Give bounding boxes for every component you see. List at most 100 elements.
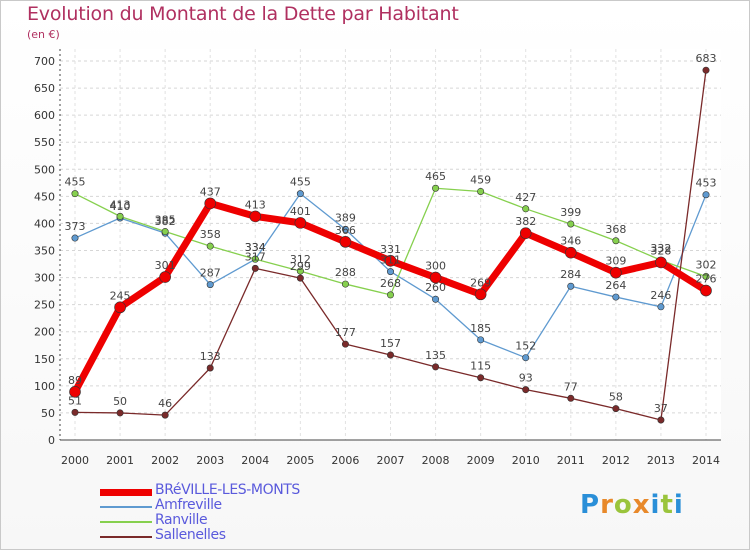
- data-label: 301: [155, 259, 176, 272]
- data-label: 246: [650, 289, 671, 302]
- data-point: [477, 187, 485, 195]
- data-label: 331: [380, 243, 401, 256]
- data-label: 346: [560, 235, 581, 248]
- data-point: [71, 408, 79, 416]
- logo-letter: P: [580, 490, 601, 520]
- legend-item: Sallenelles: [100, 527, 300, 544]
- y-tick-label: 50: [41, 407, 55, 420]
- data-point: [657, 303, 665, 311]
- legend-label: Sallenelles: [155, 527, 226, 543]
- data-label: 385: [155, 214, 176, 227]
- data-label: 287: [200, 267, 221, 280]
- x-tick-label: 2003: [196, 454, 224, 467]
- data-point: [477, 336, 485, 344]
- y-tick-label: 300: [34, 272, 55, 285]
- data-label: 373: [65, 220, 86, 233]
- y-tick-label: 450: [34, 190, 55, 203]
- data-point: [341, 280, 349, 288]
- legend-swatch: [100, 521, 152, 523]
- data-label: 328: [650, 244, 671, 257]
- data-point: [116, 212, 124, 220]
- data-label: 269: [470, 276, 491, 289]
- data-label: 133: [200, 350, 221, 363]
- logo-letter: o: [613, 490, 633, 520]
- legend-item: Amfreville: [100, 497, 300, 514]
- data-point: [114, 301, 126, 314]
- data-label: 264: [605, 279, 626, 292]
- data-point: [341, 340, 349, 348]
- data-label: 268: [380, 277, 401, 290]
- data-label: 389: [335, 211, 356, 224]
- data-label: 312: [290, 253, 311, 266]
- data-label: 77: [564, 380, 578, 393]
- data-label: 177: [335, 326, 356, 339]
- chart-plot: 0501001502002503003504004505005506006507…: [34, 49, 721, 467]
- x-tick-label: 2011: [557, 454, 585, 467]
- data-point: [251, 264, 259, 272]
- x-tick-label: 2010: [512, 454, 540, 467]
- data-point: [612, 405, 620, 413]
- data-label: 382: [155, 215, 176, 228]
- data-label: 46: [158, 397, 172, 410]
- legend-item: Ranville: [100, 512, 300, 529]
- data-label: 455: [290, 176, 311, 189]
- legend-label: Ranville: [155, 512, 208, 528]
- x-tick-label: 2012: [602, 454, 630, 467]
- data-label: 401: [290, 205, 311, 218]
- data-label: 683: [696, 52, 717, 65]
- y-tick-label: 200: [34, 326, 55, 339]
- logo-letter: x: [632, 490, 651, 520]
- data-label: 334: [245, 241, 266, 254]
- x-tick-label: 2005: [286, 454, 314, 467]
- y-tick-label: 250: [34, 299, 55, 312]
- data-label: 284: [560, 268, 581, 281]
- data-point: [522, 354, 530, 362]
- data-point: [206, 364, 214, 372]
- data-point: [296, 274, 304, 282]
- data-label: 413: [110, 198, 131, 211]
- data-point: [657, 416, 665, 424]
- data-label: 51: [68, 394, 82, 407]
- data-point: [386, 291, 394, 299]
- data-point: [161, 228, 169, 236]
- data-point: [386, 268, 394, 276]
- data-point: [296, 190, 304, 198]
- data-point: [612, 293, 620, 301]
- data-point: [702, 272, 710, 280]
- data-label: 413: [245, 198, 266, 211]
- data-point: [522, 386, 530, 394]
- data-label: 455: [65, 176, 86, 189]
- data-label: 157: [380, 337, 401, 350]
- data-point: [294, 217, 307, 229]
- data-label: 260: [425, 281, 446, 294]
- data-label: 299: [290, 260, 311, 273]
- data-label: 37: [654, 402, 668, 415]
- data-point: [567, 394, 575, 402]
- data-label: 317: [245, 250, 266, 263]
- legend: BRéVILLE-LES-MONTS Amfreville Ranville Sall…: [100, 482, 300, 544]
- data-label: 309: [605, 255, 626, 268]
- data-label: 135: [425, 349, 446, 362]
- x-tick-label: 2002: [151, 454, 179, 467]
- data-point: [341, 225, 349, 233]
- data-label: 332: [650, 242, 671, 255]
- data-label: 358: [200, 228, 221, 241]
- data-label: 300: [425, 260, 446, 273]
- y-tick-label: 0: [48, 434, 55, 447]
- data-point: [71, 234, 79, 242]
- data-label: 427: [515, 191, 536, 204]
- data-label: 245: [110, 289, 131, 302]
- data-label: 152: [515, 340, 536, 353]
- logo-letter: t: [660, 490, 674, 520]
- x-tick-label: 2007: [377, 454, 405, 467]
- data-point: [432, 363, 440, 371]
- data-point: [564, 246, 577, 259]
- y-tick-label: 100: [34, 380, 55, 393]
- y-tick-label: 550: [34, 136, 55, 149]
- data-point: [71, 190, 79, 198]
- logo-letter: i: [650, 490, 661, 520]
- legend-label: Amfreville: [155, 497, 222, 513]
- data-point: [206, 281, 214, 289]
- data-label: 93: [519, 372, 533, 385]
- x-tick-label: 2008: [422, 454, 450, 467]
